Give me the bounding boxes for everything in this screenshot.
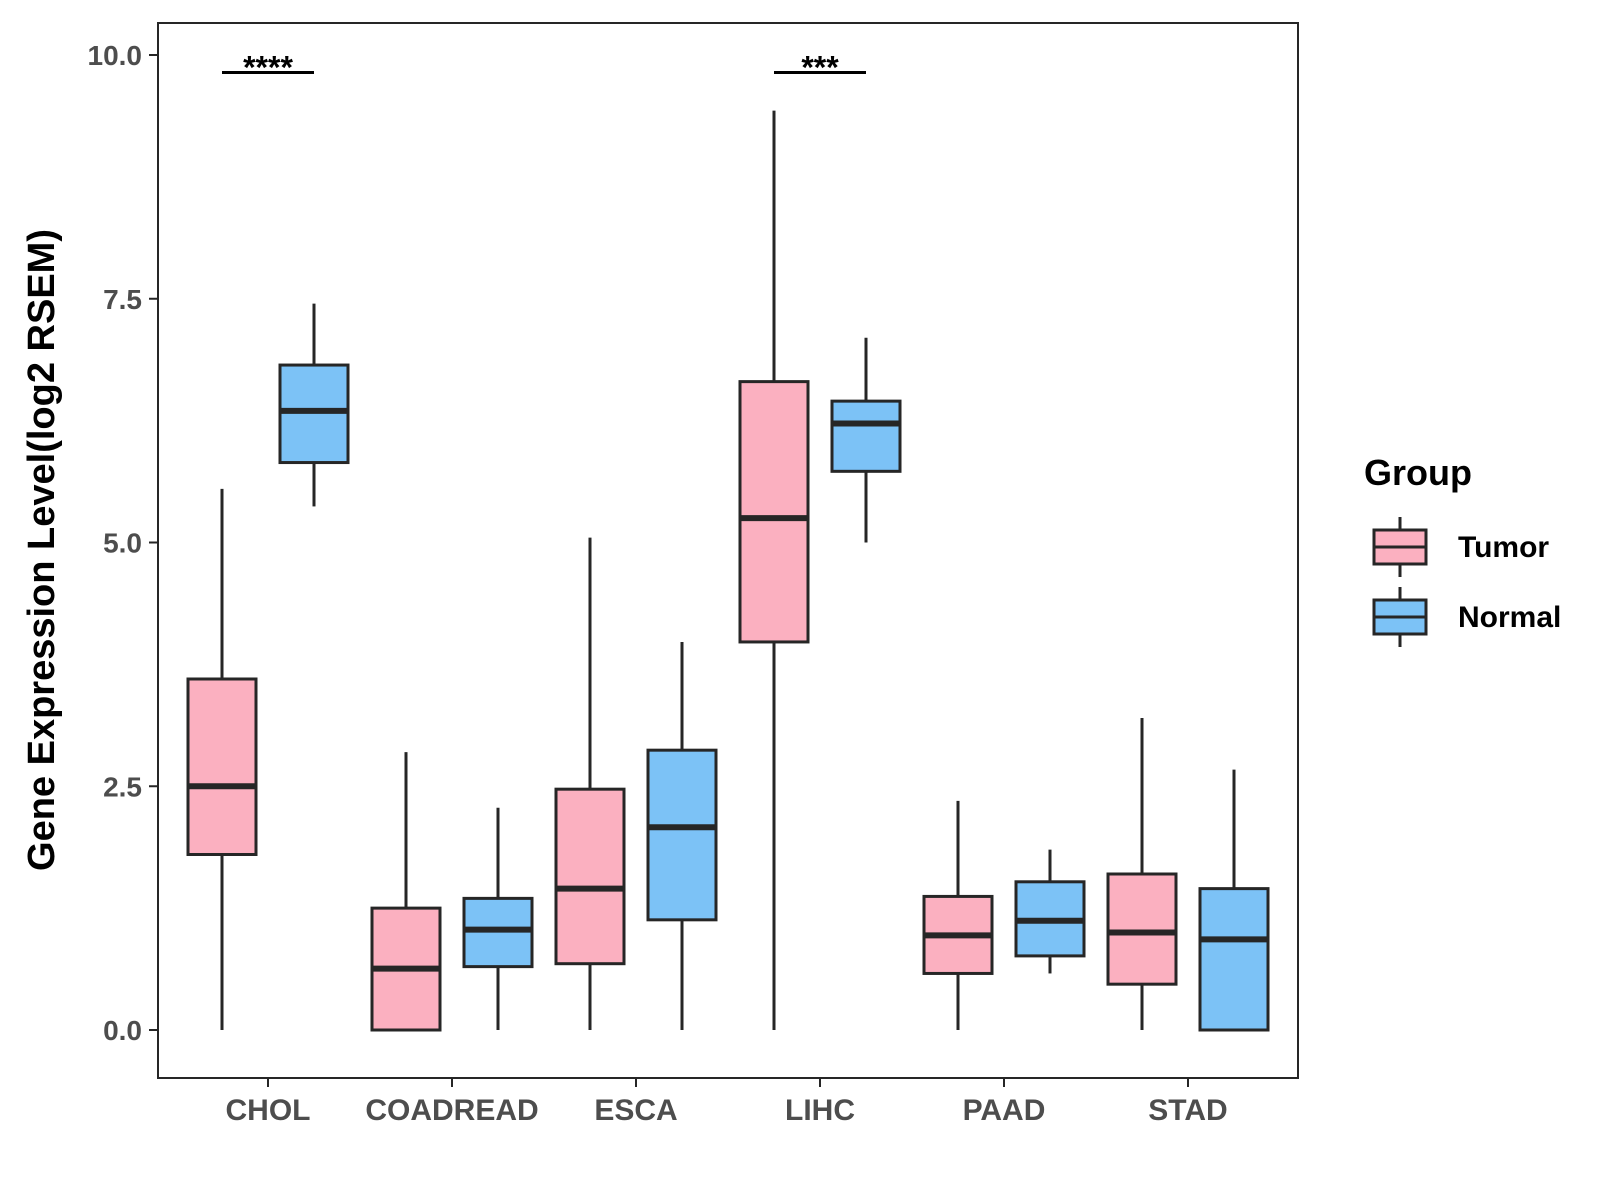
box-tumor-coadread [370, 752, 442, 1032]
box-body [1106, 872, 1178, 986]
y-tick-label: 10.0 [88, 40, 143, 71]
box-body [186, 677, 258, 856]
y-tick-label: 0.0 [103, 1015, 142, 1046]
box-normal-coadread [462, 807, 534, 1030]
x-tick-label: STAD [1148, 1094, 1227, 1127]
box-tumor-paad [922, 800, 994, 1030]
legend-entries: Tumor Normal [1372, 517, 1561, 647]
legend-entry-normal: Normal [1372, 587, 1561, 647]
box-normal-stad [1198, 769, 1270, 1032]
y-tick-label: 7.5 [103, 284, 142, 315]
box-body [1198, 887, 1270, 1032]
y-axis: 0.0 2.5 5.0 7.5 10.0 [88, 40, 158, 1046]
box-body [554, 787, 626, 966]
box-tumor-stad [1106, 718, 1178, 1030]
legend-entry-label: Normal [1458, 601, 1561, 634]
box-body [738, 380, 810, 644]
legend: Group Tumor Normal [1364, 452, 1561, 647]
x-axis: CHOL COADREAD ESCA LIHC PAAD STAD [226, 1078, 1228, 1127]
x-tick-label: ESCA [594, 1094, 677, 1127]
legend-entry-label: Tumor [1458, 531, 1549, 564]
x-tick-label: PAAD [963, 1094, 1046, 1127]
significance-lihc: *** [774, 50, 866, 86]
box-normal-lihc [830, 337, 902, 543]
box-normal-chol [278, 303, 350, 507]
significance-label: **** [243, 50, 293, 86]
x-tick-label: LIHC [785, 1094, 855, 1127]
y-tick-label: 5.0 [103, 528, 142, 559]
box-tumor-chol [186, 488, 258, 1030]
box-tumor-lihc [738, 110, 810, 1030]
box-body [830, 399, 902, 473]
significance-chol: **** [222, 50, 314, 86]
box-normal-esca [646, 641, 718, 1030]
box-body [646, 748, 718, 922]
box-layer [186, 110, 1270, 1032]
x-tick-label: CHOL [226, 1094, 311, 1127]
x-tick-label: COADREAD [365, 1094, 538, 1127]
box-normal-paad [1014, 849, 1086, 974]
legend-title: Group [1364, 452, 1472, 493]
legend-entry-tumor: Tumor [1372, 517, 1549, 577]
y-tick-label: 2.5 [103, 771, 142, 802]
significance-annotations: **** *** [222, 50, 866, 86]
y-axis-label: Gene Expression Level(log2 RSEM) [21, 229, 63, 871]
box-tumor-esca [554, 537, 626, 1030]
significance-label: *** [801, 50, 839, 86]
panel-border [157, 22, 1299, 1079]
